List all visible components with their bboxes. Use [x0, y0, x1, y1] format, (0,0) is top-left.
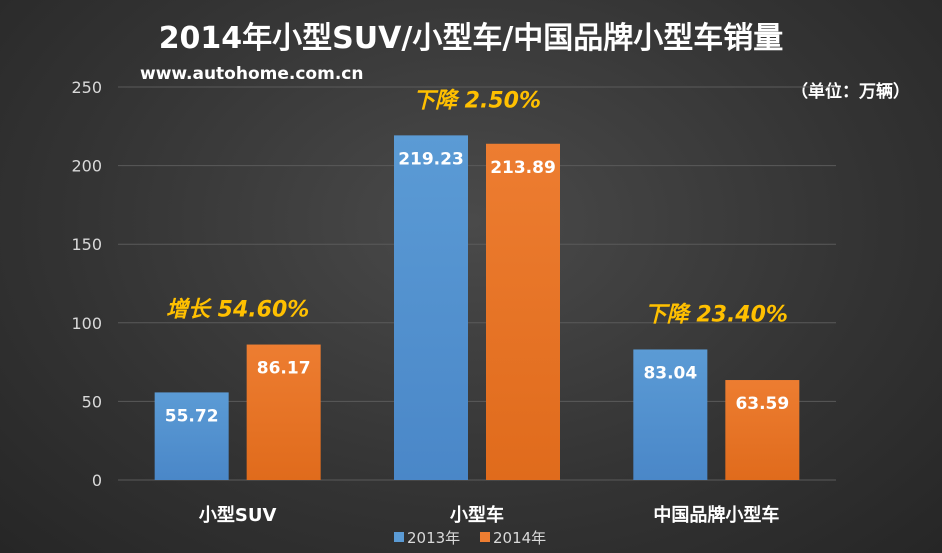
y-tick-label: 250 — [71, 78, 102, 97]
data-labels: 55.72 86.17 219.23 213.89 83.04 63.59 — [165, 149, 789, 426]
data-label: 213.89 — [490, 158, 556, 178]
y-tick-label: 200 — [71, 157, 102, 176]
annotations: 增长 54.60% 下降 2.50% 下降 23.40% — [166, 88, 788, 327]
bars — [154, 135, 800, 481]
y-axis: 0 50 100 150 200 250 — [71, 78, 102, 490]
y-tick-label: 0 — [92, 471, 102, 490]
gridlines — [118, 86, 836, 481]
unit-label: （单位：万辆） — [791, 81, 910, 102]
legend-label: 2014年 — [493, 529, 546, 547]
bar-1-3 — [633, 349, 708, 480]
bar-2-2 — [486, 143, 560, 480]
y-tick-label: 100 — [71, 314, 102, 333]
bar-1-1 — [154, 392, 229, 480]
bar-2-1 — [246, 344, 321, 480]
data-label: 219.23 — [398, 149, 464, 169]
x-tick-label: 中国品牌小型车 — [653, 504, 779, 526]
x-tick-label: 小型车 — [450, 504, 504, 526]
data-label: 55.72 — [165, 406, 219, 426]
legend-swatch — [394, 532, 404, 542]
chart-title: 2014年小型SUV/小型车/中国品牌小型车销量 — [159, 21, 784, 56]
bar-1-2 — [394, 135, 468, 481]
legend: 2013年 2014年 — [394, 529, 546, 547]
y-tick-label: 50 — [82, 392, 102, 411]
x-tick-label: 小型SUV — [199, 504, 277, 526]
x-axis: 小型SUV 小型车 中国品牌小型车 — [199, 504, 779, 526]
bar-2-3 — [725, 380, 800, 480]
data-label: 83.04 — [643, 363, 697, 383]
watermark: www.autohome.com.cn — [140, 64, 363, 84]
data-label: 86.17 — [257, 359, 311, 379]
legend-label: 2013年 — [407, 529, 460, 547]
legend-swatch — [480, 532, 490, 542]
y-tick-label: 150 — [71, 235, 102, 254]
change-annotation: 增长 54.60% — [166, 297, 309, 323]
data-label: 63.59 — [735, 394, 789, 414]
change-annotation: 下降 2.50% — [413, 88, 541, 113]
change-annotation: 下降 23.40% — [645, 302, 788, 327]
